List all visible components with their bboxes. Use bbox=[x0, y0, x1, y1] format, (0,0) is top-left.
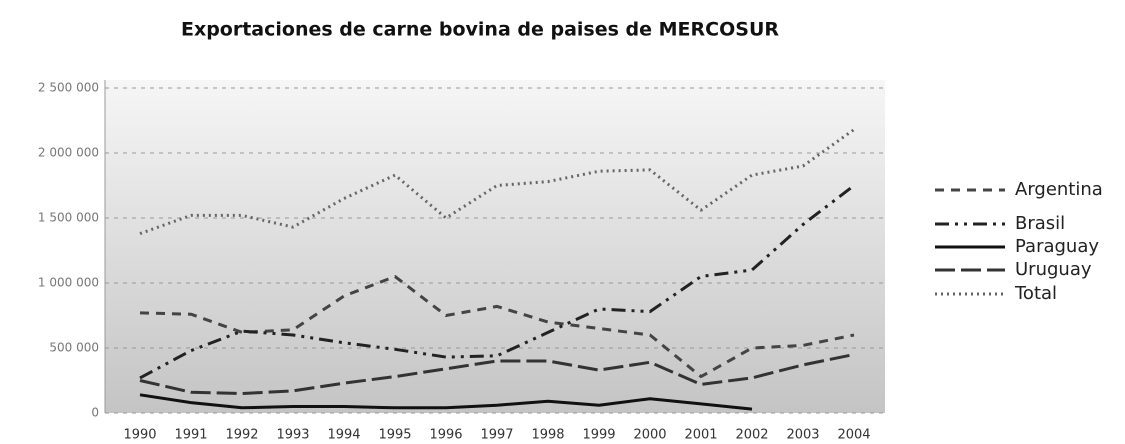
plot-background bbox=[105, 80, 885, 413]
x-tick-label: 1999 bbox=[582, 428, 615, 443]
x-tick-label: 2000 bbox=[633, 428, 666, 443]
y-tick-label: 1 500 000 bbox=[38, 211, 99, 225]
series-line bbox=[139, 184, 855, 380]
x-tick-label: 1996 bbox=[429, 428, 462, 443]
legend-label: Paraguay bbox=[1015, 236, 1099, 257]
series-line bbox=[139, 275, 855, 379]
y-tick-label: 2 000 000 bbox=[38, 146, 99, 160]
x-tick-label: 2001 bbox=[684, 428, 717, 443]
series-line bbox=[139, 393, 753, 411]
y-tick-label: 2 500 000 bbox=[38, 81, 99, 95]
x-tick-label: 1992 bbox=[225, 428, 258, 443]
chart-title: Exportaciones de carne bovina de paises … bbox=[181, 19, 779, 41]
y-tick-label: 1 000 000 bbox=[38, 276, 99, 290]
y-tick-label: 500 000 bbox=[49, 341, 99, 355]
x-tick-label: 1991 bbox=[174, 428, 207, 443]
y-tick-label: 0 bbox=[91, 406, 99, 420]
x-tick-label: 1994 bbox=[327, 428, 360, 443]
x-tick-label: 1993 bbox=[276, 428, 309, 443]
x-tick-label: 1990 bbox=[123, 428, 156, 443]
legend-label: Argentina bbox=[1015, 179, 1103, 200]
series-line bbox=[139, 353, 855, 395]
legend-label: Brasil bbox=[1015, 213, 1065, 234]
x-tick-label: 2002 bbox=[735, 428, 768, 443]
x-tick-label: 1995 bbox=[378, 428, 411, 443]
legend-label: Total bbox=[1014, 283, 1057, 304]
x-tick-label: 2003 bbox=[786, 428, 819, 443]
x-tick-label: 2004 bbox=[837, 428, 870, 443]
legend-label: Uruguay bbox=[1015, 259, 1092, 280]
x-tick-label: 1997 bbox=[480, 428, 513, 443]
x-tick-label: 1998 bbox=[531, 428, 564, 443]
